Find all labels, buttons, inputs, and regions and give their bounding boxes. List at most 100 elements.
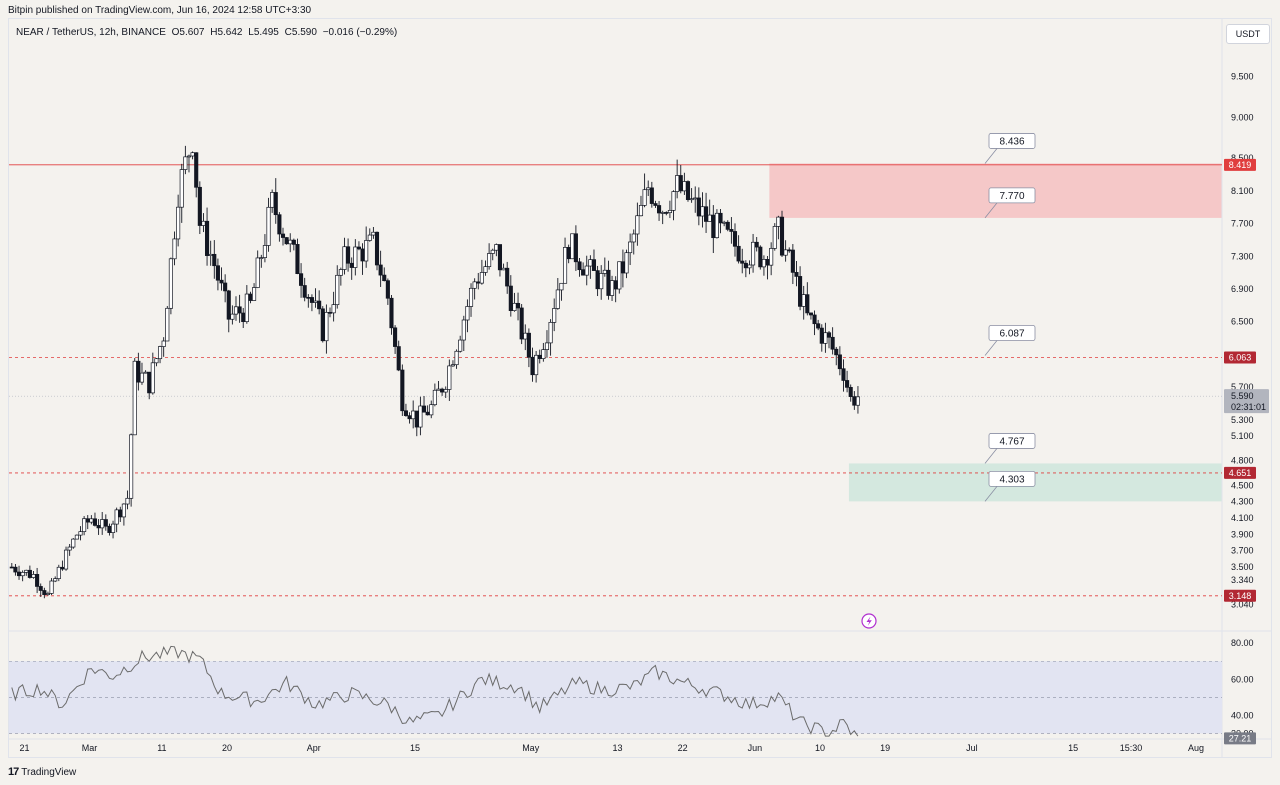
candle (794, 272, 799, 277)
candle (678, 175, 683, 192)
callout-4.303[interactable]: 4.303 (984, 470, 1036, 502)
candle (841, 368, 846, 381)
candle (129, 434, 134, 499)
price-axis[interactable]: 9.500 9.000 8.500 8.100 7.700 7.300 6.900 6.500… (1224, 71, 1269, 745)
candle (96, 525, 101, 529)
candle (787, 249, 792, 252)
symbol-name: NEAR / TetherUS, 12h, BINANCE (16, 27, 166, 38)
candle (826, 332, 832, 338)
price-tick-label: 3.040 (1231, 600, 1254, 610)
candle (100, 519, 105, 529)
candle (483, 266, 488, 273)
candle (620, 261, 625, 274)
price-tick-label: 3.900 (1231, 529, 1254, 539)
callout-label: 6.087 (999, 329, 1024, 340)
candle (349, 262, 354, 268)
callout-4.767[interactable]: 4.767 (984, 433, 1036, 464)
candle (487, 253, 492, 267)
lightning-bolt (866, 616, 872, 626)
candle (740, 260, 745, 264)
last-price-label: 5.590 (1231, 391, 1254, 401)
candle (700, 206, 705, 217)
candle (85, 518, 90, 523)
candle (812, 314, 817, 325)
time-tick-label: 10 (815, 743, 825, 753)
candle (60, 566, 65, 570)
candle (704, 206, 709, 222)
candle (722, 221, 727, 224)
candle (602, 269, 607, 274)
candle (158, 346, 163, 360)
candle (573, 233, 578, 263)
callout-label: 4.767 (999, 436, 1024, 447)
callout-8.436[interactable]: 8.436 (984, 133, 1036, 164)
candle (266, 206, 271, 246)
time-tick-label: 21 (19, 743, 29, 753)
price-tick-label: 6.900 (1231, 284, 1254, 294)
candle (53, 578, 58, 582)
candle (743, 262, 748, 269)
time-axis[interactable]: 21 Mar 11 20 Apr 15 May 13 22 Jun 10 19 Jul 15 15:30 Au… (19, 743, 1204, 753)
candles-layer[interactable] (9, 145, 860, 599)
candle (544, 342, 550, 350)
candle (284, 237, 289, 245)
time-tick-label: Apr (307, 743, 321, 753)
callout-6.087[interactable]: 6.087 (984, 325, 1036, 356)
candle (248, 293, 253, 301)
rsi-tick-label: 60.00 (1231, 674, 1254, 684)
candle (219, 279, 224, 284)
candle (179, 169, 184, 208)
candle (479, 272, 484, 284)
candle (317, 300, 322, 310)
rsi-tick-label: 40.00 (1231, 710, 1254, 720)
candle (497, 244, 503, 271)
event-marker[interactable] (861, 613, 877, 629)
candle (205, 220, 210, 256)
price-tag-8.419 (1224, 158, 1256, 171)
support-zone (848, 463, 1222, 502)
candle (570, 233, 575, 260)
candle (805, 294, 810, 314)
currency-button[interactable]: USDT (1226, 24, 1270, 44)
candle (447, 365, 452, 390)
candle (302, 285, 307, 298)
callout-box (988, 325, 1036, 341)
candle (407, 415, 412, 420)
candle (252, 287, 257, 301)
candle (165, 307, 170, 342)
price-tick-label: 5.700 (1231, 382, 1254, 392)
time-tick-label: Mar (82, 743, 98, 753)
candle (176, 206, 181, 240)
candle (400, 369, 405, 412)
candle (288, 239, 293, 245)
candle (725, 221, 730, 230)
time-tick-label: 15 (410, 743, 420, 753)
candle (367, 234, 372, 241)
symbol-legend[interactable]: NEAR / TetherUS, 12h, BINANCE O5.607 H5.… (16, 27, 400, 38)
callouts-layer[interactable]: 8.436 7.770 6.087 4.767 4.303 (984, 133, 1036, 502)
candle (537, 354, 542, 359)
candle (664, 212, 669, 214)
callout-7.770[interactable]: 7.770 (984, 187, 1036, 219)
time-tick-label: 11 (157, 743, 166, 753)
chart-frame[interactable] (8, 18, 1272, 758)
candle (552, 308, 557, 323)
candle (342, 246, 347, 270)
ohlc-open: O5.607 (171, 27, 205, 38)
callout-box (988, 133, 1036, 149)
candle (548, 322, 553, 344)
candle (848, 387, 853, 397)
candle (584, 265, 589, 276)
callout-box (988, 187, 1036, 204)
footer-logo[interactable]: 17 TradingView (8, 766, 76, 778)
candle (208, 253, 213, 256)
candle (306, 296, 311, 299)
candle (226, 290, 231, 320)
ohlc-high: H5.642 (210, 27, 243, 38)
candle (212, 253, 217, 267)
price-tag-label: 3.148 (1229, 591, 1252, 601)
time-tick-label: 19 (880, 743, 890, 753)
candle (631, 233, 636, 243)
candle (24, 569, 29, 573)
